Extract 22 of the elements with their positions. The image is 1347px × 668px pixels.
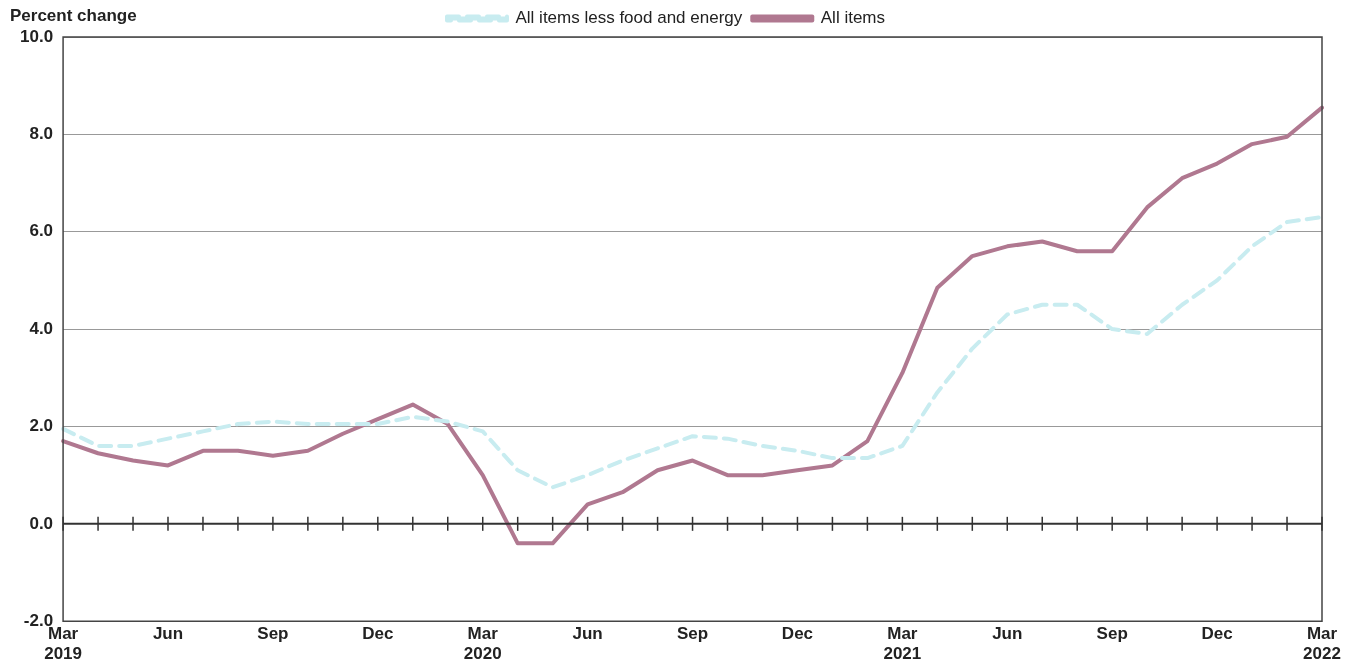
legend-label: All items less food and energy bbox=[515, 8, 743, 28]
y-tick-label: 2.0 bbox=[29, 416, 54, 436]
x-tick-label: Sep bbox=[1096, 624, 1128, 644]
y-tick-label: 10.0 bbox=[19, 26, 54, 46]
x-tick-label: Mar 2022 bbox=[1303, 624, 1341, 664]
x-tick-label: Mar 2020 bbox=[463, 624, 502, 664]
x-tick-label: Dec bbox=[781, 624, 814, 644]
x-tick-label: Dec bbox=[362, 624, 394, 644]
y-tick-label: 6.0 bbox=[29, 221, 54, 241]
y-tick-label: 8.0 bbox=[29, 124, 54, 144]
x-tick-label: Sep bbox=[257, 624, 289, 644]
x-tick-label: Mar 2021 bbox=[883, 624, 922, 664]
x-tick-label: Dec bbox=[1201, 624, 1233, 644]
legend-label: All items bbox=[820, 8, 886, 28]
x-tick-label: Jun bbox=[152, 624, 184, 644]
y-tick-label: 0.0 bbox=[29, 513, 54, 533]
y-axis-title: Percent change bbox=[10, 6, 137, 26]
x-tick-label: Sep bbox=[676, 624, 709, 644]
x-tick-label: Jun bbox=[992, 624, 1023, 644]
x-tick-label: Jun bbox=[572, 624, 603, 644]
y-tick-label: 4.0 bbox=[29, 318, 54, 338]
line-series bbox=[61, 215, 1324, 490]
